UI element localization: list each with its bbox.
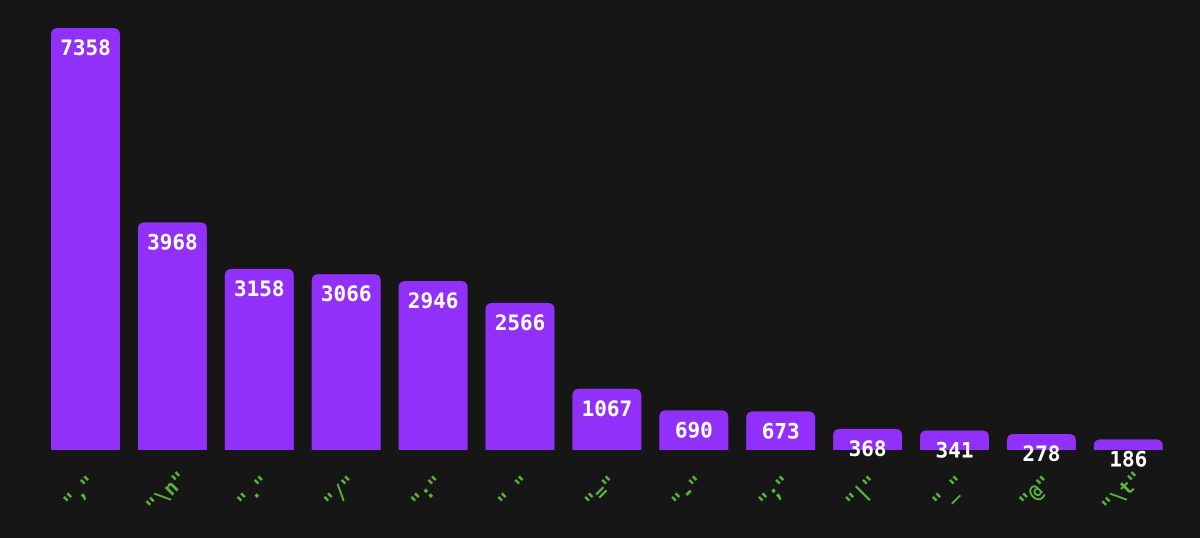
category-tick-label: "\t" [1097, 466, 1148, 517]
bars-layer [51, 28, 1163, 450]
bar-value-label: 186 [1109, 447, 1147, 471]
bar-value-label: 368 [849, 437, 887, 461]
bar [398, 281, 468, 450]
bar-value-label: 3158 [234, 277, 285, 301]
category-tick-label: "_" [927, 471, 970, 514]
bar-value-label: 690 [675, 418, 713, 442]
category-tick-label: "." [232, 471, 275, 514]
bar [137, 222, 207, 450]
bar [1093, 439, 1163, 450]
category-tick-label: " " [493, 471, 536, 514]
bar [659, 410, 729, 450]
bar [51, 28, 120, 450]
category-tick-label: "," [58, 471, 101, 514]
category-tick-label: "=" [580, 471, 623, 514]
bar-value-label: 2946 [408, 289, 459, 313]
bar [833, 428, 903, 450]
bar [572, 388, 642, 450]
bar-value-label: 7358 [60, 36, 111, 60]
bar [746, 411, 816, 450]
value-labels-layer: 7358 3968 3158 3066 2946 2566 1067 690 673 368 341… [60, 36, 1147, 471]
category-labels-layer: "," "\n" "." "/" ":" " " "=" "-" ";" "|" "_" "@" "\t… [58, 466, 1148, 517]
category-tick-label: ";" [753, 471, 796, 514]
category-tick-label: "/" [319, 471, 362, 514]
bar-value-label: 1067 [582, 397, 633, 421]
bar-value-label: 2566 [495, 311, 546, 335]
category-tick-label: "-" [666, 471, 709, 514]
category-tick-label: "@" [1014, 471, 1057, 514]
bar-value-label: 278 [1022, 442, 1060, 466]
bar-value-label: 341 [936, 438, 974, 462]
bar-value-label: 3968 [147, 230, 198, 254]
bar [224, 268, 294, 450]
bar [311, 274, 381, 450]
bar [1006, 434, 1076, 450]
bar [920, 430, 989, 450]
category-tick-label: "\n" [141, 466, 192, 517]
category-tick-label: "|" [840, 471, 883, 514]
bar-value-label: 3066 [321, 282, 372, 306]
bar-value-label: 673 [762, 419, 800, 443]
bar [485, 302, 555, 450]
category-tick-label: ":" [406, 471, 449, 514]
